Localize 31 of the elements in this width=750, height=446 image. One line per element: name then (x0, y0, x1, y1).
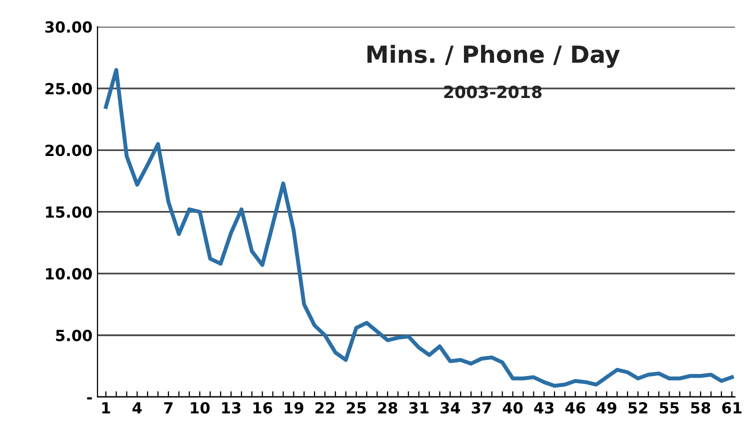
text: Mins. / Phone / Day (367, 44, 620, 68)
text: 2003-2018 (444, 86, 542, 98)
x-tick-label: 16 (253, 402, 272, 414)
y-tick-label: 15.00 (46, 206, 92, 218)
y-tick-label: 25.00 (46, 82, 92, 94)
x-tick-label: 31 (409, 402, 428, 414)
x-tick-label: 25 (346, 402, 366, 414)
x-tick-label: 22 (316, 402, 334, 414)
x-tick-label: 46 (565, 402, 586, 414)
x-tick-label: 7 (164, 402, 173, 414)
x-tick-label: 4 (132, 402, 142, 414)
x-tick-label: 55 (660, 402, 679, 414)
y-tick-label: - (87, 397, 92, 400)
x-tick-label: 49 (596, 402, 616, 414)
y-tick-label: 5.00 (56, 330, 92, 342)
x-tick-label: 58 (691, 402, 710, 414)
line-series (104, 68, 734, 388)
y-tick-label: 10.00 (46, 268, 92, 280)
x-tick-label: 40 (502, 402, 523, 414)
x-tick-label: 61 (722, 402, 742, 414)
y-tick-label: 20.00 (46, 144, 92, 156)
x-tick-label: 37 (472, 402, 491, 414)
x-tick-label: 28 (378, 402, 398, 414)
x-tick-label: 13 (222, 402, 240, 414)
y-tick-label: 30.00 (45, 21, 92, 33)
x-tick-label: 43 (534, 402, 554, 414)
x-tick-label: 19 (284, 402, 304, 414)
x-tick-label: 52 (628, 402, 648, 414)
x-tick-label: 10 (190, 402, 210, 414)
x-tick-label: 34 (440, 402, 460, 414)
x-tick-label: 1 (102, 402, 110, 414)
